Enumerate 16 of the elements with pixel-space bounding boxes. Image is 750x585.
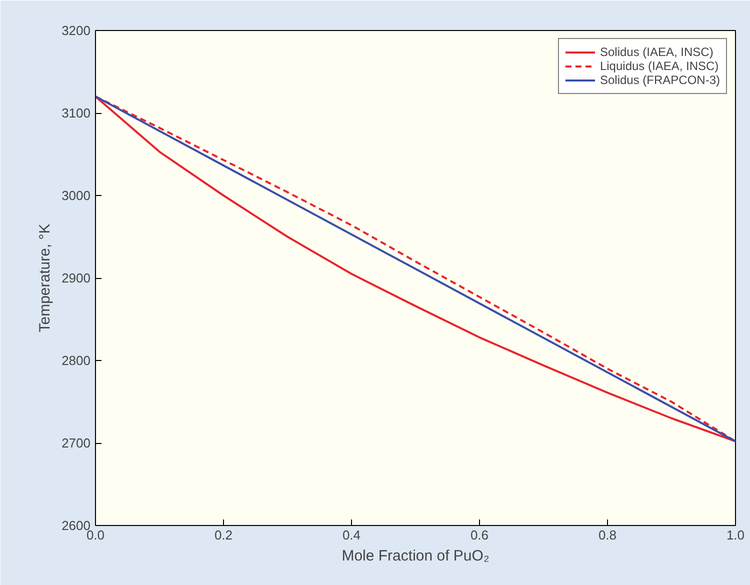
legend-label: Solidus (FRAPCON-3) (600, 73, 720, 87)
y-tick-label: 2900 (62, 270, 90, 286)
x-tick-label: 0.6 (470, 528, 489, 542)
y-tick-label: 3200 (62, 23, 90, 38)
y-axis-title: Temperature, °K (36, 224, 54, 332)
y-tick-label: 2700 (62, 436, 90, 450)
legend-label: Liquidus (IAEA, INSC) (600, 59, 719, 73)
x-tick-label: 0.4 (342, 528, 361, 542)
y-tick-label: 2800 (62, 353, 90, 368)
y-tick-label: 3100 (62, 106, 90, 120)
x-tick-label: 1.0 (726, 528, 745, 542)
y-tick-label: 3000 (62, 188, 90, 203)
x-tick-label: 0.8 (598, 528, 617, 542)
legend-label: Solidus (IAEA, INSC) (600, 45, 714, 59)
x-tick-label: 0.2 (214, 528, 233, 542)
x-axis-title: Mole Fraction of PuO₂ (342, 548, 490, 564)
